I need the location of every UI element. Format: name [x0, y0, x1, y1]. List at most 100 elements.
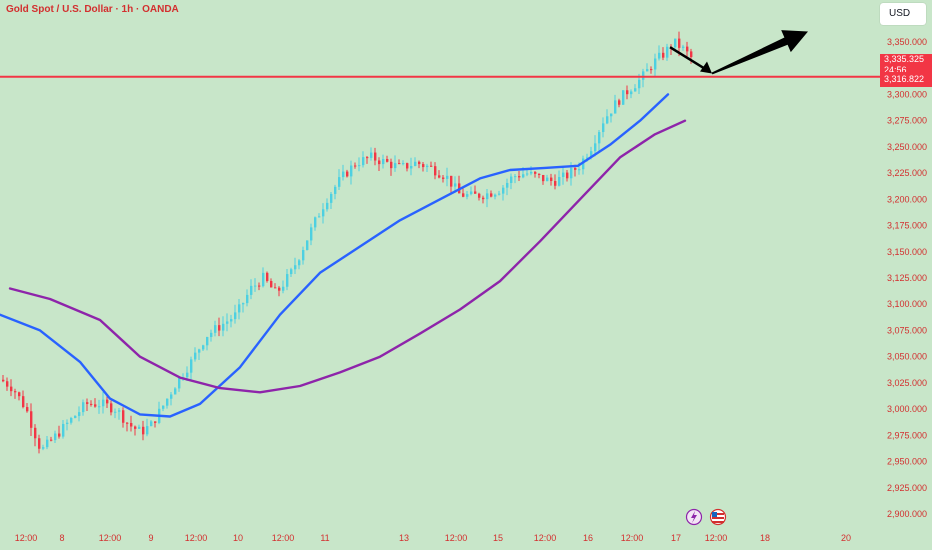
candle-body: [318, 216, 321, 218]
price-tick-label: 3,050.000: [887, 352, 927, 362]
candle-body: [274, 287, 277, 289]
candle-body: [94, 404, 97, 407]
candle-body: [230, 319, 233, 322]
time-tick-label: 13: [399, 533, 409, 543]
candle-body: [294, 265, 297, 270]
candle-body: [666, 46, 669, 58]
candle-body: [386, 159, 389, 162]
candle-body: [70, 417, 73, 423]
candle-body: [266, 272, 269, 281]
candle-body: [286, 274, 289, 287]
candle-body: [362, 157, 365, 166]
candle-body: [594, 143, 597, 152]
candle-body: [102, 399, 105, 407]
candle-body: [422, 164, 425, 168]
candle-body: [646, 69, 649, 72]
candle-body: [518, 176, 521, 178]
candle-body: [350, 165, 353, 177]
candle-body: [50, 439, 53, 441]
slow-moving-average: [8, 119, 687, 394]
candle-body: [18, 392, 21, 397]
candle-body: [78, 412, 81, 416]
candle-body: [314, 217, 317, 228]
candle-body: [334, 186, 337, 194]
candle-body: [650, 69, 653, 71]
symbol-title[interactable]: Gold Spot / U.S. Dollar · 1h · OANDA: [6, 4, 179, 15]
price-tick-label: 3,175.000: [887, 221, 927, 231]
price-tick-label: 3,150.000: [887, 247, 927, 257]
price-axis[interactable]: 3,350.0003,325.0003,300.0003,275.0003,25…: [887, 37, 927, 519]
candle-body: [634, 88, 637, 92]
candle-body: [202, 345, 205, 350]
lightning-bolt-glyph: [691, 511, 697, 523]
candle-body: [554, 181, 557, 186]
candle-body: [82, 402, 85, 413]
time-tick-label: 17: [671, 533, 681, 543]
candle-body: [410, 165, 413, 169]
candle-body: [258, 285, 261, 287]
candle-body: [354, 165, 357, 167]
candle-body: [62, 423, 65, 437]
candle-body: [578, 169, 581, 171]
candle-body: [538, 173, 541, 175]
price-tick-label: 3,000.000: [887, 404, 927, 414]
candle-body: [398, 163, 401, 165]
candle-body: [194, 352, 197, 360]
last-price-badge: 3,335.325: [880, 54, 932, 65]
candle-body: [370, 152, 373, 158]
candle-body: [310, 227, 313, 241]
time-tick-label: 12:00: [445, 533, 468, 543]
candle-body: [566, 172, 569, 179]
candle-body: [126, 422, 129, 424]
time-tick-label: 11: [320, 533, 329, 543]
candle-body: [2, 379, 5, 382]
candle-body: [382, 159, 385, 165]
candles-layer: [2, 31, 693, 454]
projection-arrows-layer: [669, 30, 808, 75]
candle-body: [606, 116, 609, 124]
price-tick-label: 3,100.000: [887, 299, 927, 309]
candle-body: [106, 399, 109, 404]
candle-body: [222, 323, 225, 331]
time-tick-label: 12:00: [705, 533, 728, 543]
candle-body: [250, 285, 253, 295]
candle-body: [86, 402, 89, 404]
up-arrow: [711, 30, 808, 75]
candle-body: [482, 197, 485, 200]
price-tick-label: 3,025.000: [887, 378, 927, 388]
candle-body: [366, 157, 369, 159]
candle-body: [602, 123, 605, 133]
candle-body: [186, 372, 189, 378]
candle-body: [486, 193, 489, 200]
candle-body: [42, 447, 45, 449]
candle-body: [322, 209, 325, 217]
candle-body: [138, 426, 141, 429]
candle-body: [686, 46, 689, 52]
time-tick-label: 12:00: [15, 533, 38, 543]
candle-body: [406, 163, 409, 169]
candle-body: [14, 391, 17, 393]
flag-stripe: [712, 517, 724, 519]
candle-body: [682, 46, 685, 48]
candle-body: [234, 312, 237, 320]
candle-body: [438, 175, 441, 178]
candle-body: [206, 337, 209, 346]
time-axis[interactable]: 12:00 8 12:00 9 12:00 10 12:00 11 13 12:00 15 12:00…: [15, 533, 851, 543]
currency-button[interactable]: USD: [880, 3, 926, 25]
time-tick-label: 10: [233, 533, 243, 543]
time-tick-label: 12:00: [621, 533, 644, 543]
candle-body: [146, 426, 149, 435]
candle-body: [282, 286, 285, 291]
bar-countdown: 24:56: [880, 65, 932, 76]
candle-body: [262, 272, 265, 287]
candle-body: [638, 79, 641, 89]
candle-body: [134, 426, 137, 429]
candle-body: [278, 287, 281, 291]
candle-body: [658, 52, 661, 59]
candle-body: [450, 175, 453, 187]
candle-body: [562, 172, 565, 177]
candle-body: [342, 171, 345, 178]
candle-body: [674, 38, 677, 48]
